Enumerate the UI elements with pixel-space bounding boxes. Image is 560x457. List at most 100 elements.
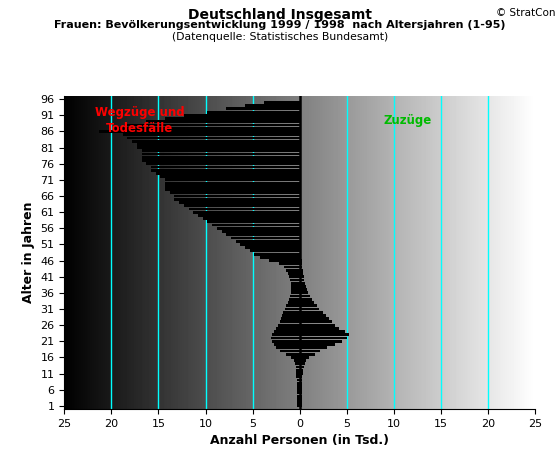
Bar — [290, 275, 300, 278]
Bar — [142, 149, 300, 152]
Bar — [184, 114, 300, 117]
Text: (Datenquelle: Statistisches Bundesamt): (Datenquelle: Statistisches Bundesamt) — [172, 32, 388, 42]
Bar — [132, 140, 300, 143]
Bar — [291, 288, 300, 291]
Bar — [280, 350, 300, 352]
Bar — [300, 195, 301, 197]
Bar — [300, 227, 301, 230]
Bar — [300, 385, 302, 388]
Bar — [300, 237, 301, 239]
Bar — [300, 278, 304, 282]
Bar — [300, 211, 301, 213]
Bar — [212, 223, 300, 227]
Bar — [300, 223, 301, 227]
Bar — [274, 343, 300, 346]
Bar — [297, 404, 300, 407]
Bar — [165, 179, 300, 181]
Bar — [281, 317, 300, 320]
Bar — [274, 330, 300, 333]
Bar — [300, 398, 302, 401]
Bar — [300, 253, 301, 255]
Bar — [295, 362, 300, 365]
Bar — [297, 388, 300, 391]
Bar — [272, 333, 300, 336]
Bar — [198, 214, 300, 217]
Bar — [300, 369, 304, 372]
Bar — [207, 111, 300, 113]
Bar — [300, 204, 301, 207]
Bar — [300, 372, 304, 375]
Bar — [276, 346, 300, 349]
Bar — [297, 382, 300, 385]
Bar — [142, 159, 300, 162]
Bar — [300, 288, 307, 291]
Bar — [290, 295, 300, 298]
Bar — [240, 243, 300, 246]
Bar — [236, 240, 300, 243]
Bar — [296, 369, 300, 372]
Bar — [300, 401, 302, 404]
Bar — [151, 169, 300, 172]
Bar — [297, 385, 300, 388]
Bar — [226, 234, 300, 236]
Bar — [286, 304, 300, 307]
Bar — [300, 188, 301, 191]
Bar — [170, 191, 300, 194]
Bar — [300, 330, 345, 333]
Bar — [300, 388, 302, 391]
Text: Wegzüge und
Todesfälle: Wegzüge und Todesfälle — [95, 106, 184, 135]
Bar — [300, 240, 301, 243]
Bar — [151, 165, 300, 168]
Bar — [288, 272, 300, 275]
Bar — [128, 123, 300, 127]
Bar — [300, 346, 327, 349]
Bar — [283, 266, 300, 268]
Bar — [284, 308, 300, 310]
Bar — [300, 266, 302, 268]
Bar — [300, 366, 304, 368]
Bar — [297, 378, 300, 382]
Bar — [291, 285, 300, 288]
Bar — [260, 256, 300, 259]
Bar — [300, 292, 308, 294]
Bar — [286, 269, 300, 271]
Bar — [300, 259, 302, 262]
Bar — [300, 317, 329, 320]
Bar — [300, 333, 348, 336]
Bar — [160, 175, 300, 178]
Bar — [165, 188, 300, 191]
Bar — [217, 227, 300, 230]
Bar — [300, 282, 305, 285]
Bar — [300, 327, 339, 330]
Bar — [113, 127, 300, 130]
Bar — [276, 327, 300, 330]
Bar — [300, 382, 302, 385]
Bar — [282, 314, 300, 317]
Bar — [300, 314, 326, 317]
Bar — [184, 204, 300, 207]
Bar — [300, 392, 302, 394]
Bar — [300, 304, 316, 307]
Bar — [99, 130, 300, 133]
Bar — [203, 217, 300, 220]
Bar — [300, 262, 302, 265]
Bar — [222, 230, 300, 233]
Bar — [300, 378, 302, 382]
Bar — [300, 191, 301, 194]
Bar — [189, 207, 300, 210]
Bar — [300, 337, 347, 340]
Bar — [300, 308, 319, 310]
Bar — [300, 395, 302, 398]
Bar — [231, 237, 300, 239]
Bar — [300, 343, 335, 346]
Bar — [279, 262, 300, 265]
Bar — [193, 211, 300, 213]
Bar — [175, 198, 300, 201]
Bar — [288, 301, 300, 304]
Bar — [300, 201, 301, 204]
Bar — [300, 250, 301, 252]
Bar — [264, 101, 300, 104]
Bar — [300, 362, 305, 365]
Bar — [300, 198, 301, 201]
Bar — [272, 340, 300, 343]
